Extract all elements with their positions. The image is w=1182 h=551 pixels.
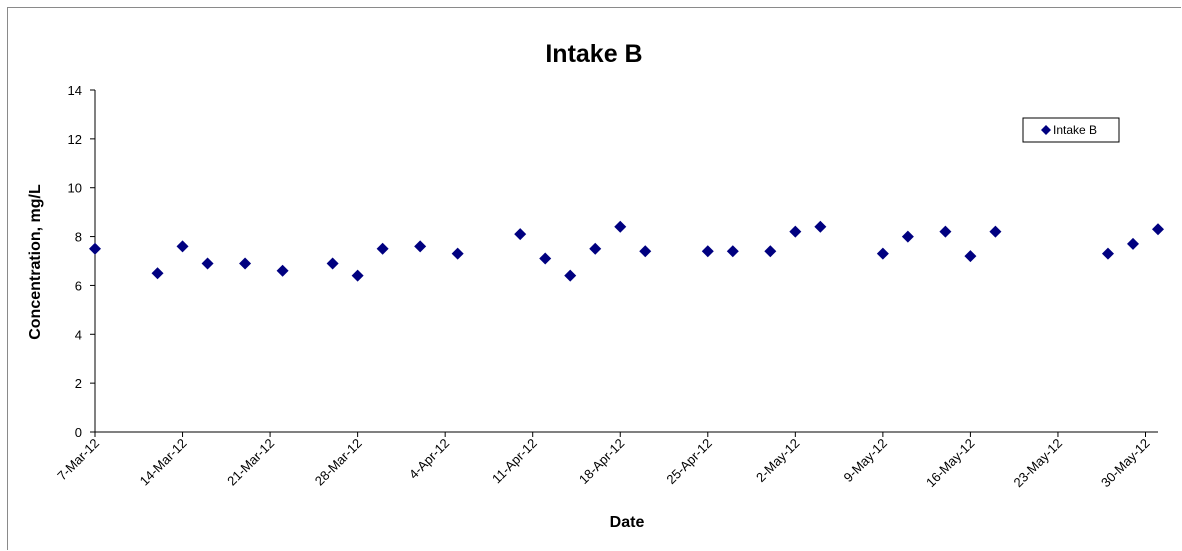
data-point (876, 247, 889, 260)
x-tick-label: 28-Mar-12 (312, 436, 365, 489)
data-point (1152, 223, 1164, 236)
x-tick-label: 9-May-12 (841, 436, 890, 485)
data-point (414, 240, 427, 253)
y-tick-label: 2 (75, 376, 82, 391)
axes: 0 2 4 6 8 10 12 14 7-Mar-12 14-Mar-12 21-Mar-12 28-… (54, 83, 1158, 490)
x-tick-label: 23-May-12 (1011, 436, 1066, 491)
data-point (964, 250, 977, 263)
x-tick-label: 21-Mar-12 (224, 436, 277, 489)
y-tick-label: 10 (68, 181, 82, 196)
y-tick-label: 12 (68, 132, 82, 147)
data-point (614, 220, 627, 233)
y-tick-label: 8 (75, 230, 82, 245)
data-point (176, 240, 189, 253)
x-axis-title: Date (610, 514, 645, 531)
data-point (89, 242, 101, 255)
data-point (451, 247, 464, 260)
data-point (989, 225, 1002, 238)
y-tick-label: 0 (75, 425, 82, 440)
legend-label: Intake B (1053, 123, 1097, 137)
y-axis-title: Concentration, mg/L (27, 184, 44, 340)
data-point (326, 257, 339, 270)
data-point (764, 245, 777, 258)
data-point (939, 225, 952, 238)
y-tick-label: 6 (75, 278, 82, 293)
data-point (639, 245, 652, 258)
legend: Intake B (1022, 117, 1120, 143)
data-point (239, 257, 252, 270)
data-point (351, 269, 364, 282)
data-point (376, 242, 389, 255)
data-point (1126, 237, 1139, 250)
x-tick-label: 30-May-12 (1098, 436, 1153, 491)
y-tick-label: 4 (75, 327, 82, 342)
data-point (789, 225, 802, 238)
x-tick-label: 25-Apr-12 (663, 436, 714, 487)
data-point (514, 228, 527, 241)
legend-marker-icon (1041, 125, 1051, 135)
data-point (276, 264, 289, 277)
x-tick-label: 18-Apr-12 (576, 436, 627, 487)
chart-title: Intake B (545, 40, 642, 68)
x-tick-label: 4-Apr-12 (406, 436, 452, 482)
x-tick-label: 11-Apr-12 (489, 436, 540, 487)
chart-frame (7, 7, 1181, 550)
data-points (89, 220, 1164, 282)
data-point (814, 220, 827, 233)
data-point (701, 245, 714, 258)
data-point (564, 269, 577, 282)
x-tick-label: 16-May-12 (923, 436, 978, 491)
y-tick-label: 14 (68, 83, 82, 98)
data-point (726, 245, 739, 258)
legend-box (1022, 117, 1120, 143)
x-tick-label: 14-Mar-12 (137, 436, 190, 489)
data-point (201, 257, 214, 270)
data-point (539, 252, 552, 265)
data-point (151, 267, 164, 280)
x-tick-label: 2-May-12 (753, 436, 802, 485)
data-point (1101, 247, 1114, 260)
data-point (901, 230, 914, 243)
x-tick-label: 7-Mar-12 (54, 436, 102, 484)
data-point (589, 242, 602, 255)
